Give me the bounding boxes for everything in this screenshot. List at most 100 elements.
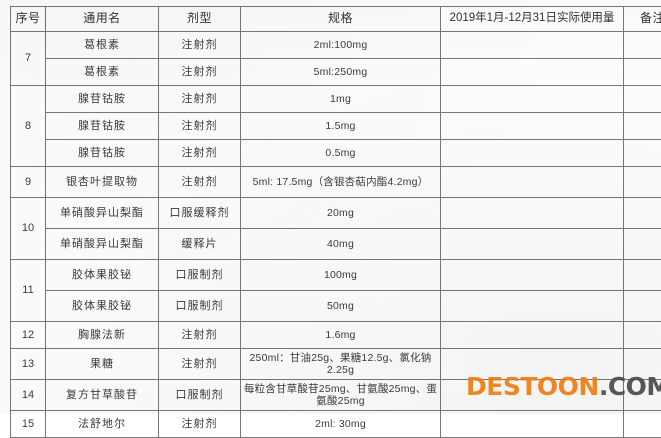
- dosage-form-value: 注射剂: [182, 358, 218, 371]
- column-header-specification: 规格: [241, 7, 441, 32]
- dosage-form-value: 注射剂: [182, 93, 218, 106]
- cell-specification: 50mg: [241, 291, 441, 322]
- cell-specification: 2ml: 30mg: [241, 411, 441, 438]
- cell-dosage-form: 注射剂: [159, 86, 241, 113]
- column-header-remark: 备注: [624, 7, 661, 32]
- cell-dosage-form: 注射剂: [159, 140, 241, 167]
- dosage-form-value: 注射剂: [182, 147, 218, 160]
- column-header-dosage-form-label: 剂型: [187, 12, 212, 26]
- cell-generic-name: 法舒地尔: [46, 411, 159, 438]
- cell-generic-name: 腺苷钴胺: [46, 86, 159, 113]
- cell-specification: 1mg: [241, 86, 441, 113]
- cell-sequence: 13: [11, 349, 46, 380]
- column-header-usage-amount: 2019年1月-12月31日实际使用量: [441, 7, 624, 32]
- cell-usage-amount: [441, 380, 624, 411]
- table-row: 单硝酸异山梨酯 缓释片 40mg: [11, 229, 661, 260]
- sequence-value: 11: [22, 284, 33, 297]
- cell-specification: 0.5mg: [241, 140, 441, 167]
- dosage-form-value: 注射剂: [182, 329, 218, 342]
- table-row: 胶体果胶铋 口服制剂 50mg: [11, 291, 661, 322]
- cell-dosage-form: 注射剂: [159, 113, 241, 140]
- cell-generic-name: 单硝酸异山梨酯: [46, 198, 159, 229]
- cell-generic-name: 单硝酸异山梨酯: [46, 229, 159, 260]
- dosage-form-value: 注射剂: [182, 66, 218, 79]
- cell-usage-amount: [441, 229, 624, 260]
- specification-value: 5ml:250mg: [314, 66, 368, 78]
- cell-specification: 5ml:250mg: [241, 59, 441, 86]
- generic-name-value: 复方甘草酸苷: [66, 389, 138, 402]
- cell-sequence: 9: [11, 167, 46, 198]
- cell-dosage-form: 注射剂: [159, 32, 241, 59]
- cell-dosage-form: 缓释片: [159, 229, 241, 260]
- specification-value: 1.5mg: [325, 120, 355, 132]
- specification-value: 100mg: [324, 269, 357, 281]
- column-header-generic-name-label: 通用名: [83, 12, 121, 26]
- cell-sequence: 12: [11, 322, 46, 349]
- table-header: 序号 通用名 剂型 规格 2019年1月-12月31日实际使用量 备注: [11, 7, 661, 32]
- cell-specification: 每粒含甘草酸苷25mg、甘氨酸25mg、蛋氨酸25mg: [241, 380, 441, 411]
- cell-usage-amount: [441, 140, 624, 167]
- cell-remark: [624, 229, 661, 260]
- cell-remark: [624, 198, 661, 229]
- cell-specification: 2ml:100mg: [241, 32, 441, 59]
- sequence-value: 10: [22, 222, 34, 235]
- specification-value: 40mg: [327, 238, 354, 250]
- specification-value: 2ml:100mg: [314, 39, 368, 51]
- cell-sequence: 15: [11, 411, 46, 438]
- cell-specification: 5ml: 17.5mg（含银杏萜内酯4.2mg）: [241, 167, 441, 198]
- dosage-form-value: 缓释片: [182, 238, 218, 251]
- dosage-form-value: 注射剂: [182, 120, 218, 133]
- cell-sequence: 8: [11, 86, 46, 167]
- cell-specification: 1.5mg: [241, 113, 441, 140]
- cell-generic-name: 腺苷钴胺: [46, 140, 159, 167]
- cell-dosage-form: 注射剂: [159, 167, 241, 198]
- sequence-value: 12: [22, 329, 34, 342]
- dosage-form-value: 口服制剂: [176, 300, 224, 313]
- specification-value: 250ml：甘油25g、果糖12.5g、氯化钠2.25g: [243, 352, 438, 376]
- sequence-value: 9: [25, 176, 31, 189]
- cell-usage-amount: [441, 198, 624, 229]
- cell-dosage-form: 口服制剂: [159, 380, 241, 411]
- cell-remark: [624, 32, 661, 59]
- cell-sequence: 10: [11, 198, 46, 260]
- cell-dosage-form: 注射剂: [159, 59, 241, 86]
- cell-generic-name: 银杏叶提取物: [46, 167, 159, 198]
- generic-name-value: 腺苷钴胺: [78, 93, 126, 106]
- cell-usage-amount: [441, 59, 624, 86]
- column-header-sequence-label: 序号: [15, 12, 40, 26]
- cell-specification: 250ml：甘油25g、果糖12.5g、氯化钠2.25g: [241, 349, 441, 380]
- sequence-value: 14: [22, 389, 34, 402]
- table-row: 14 复方甘草酸苷 口服制剂 每粒含甘草酸苷25mg、甘氨酸25mg、蛋氨酸25…: [11, 380, 661, 411]
- cell-generic-name: 葛根素: [46, 32, 159, 59]
- cell-usage-amount: [441, 86, 624, 113]
- specification-value: 20mg: [327, 207, 354, 219]
- table-row: 15 法舒地尔 注射剂 2ml: 30mg: [11, 411, 661, 438]
- table-header-row: 序号 通用名 剂型 规格 2019年1月-12月31日实际使用量 备注: [11, 7, 661, 32]
- generic-name-value: 胶体果胶铋: [72, 300, 132, 313]
- generic-name-value: 腺苷钴胺: [78, 147, 126, 160]
- cell-usage-amount: [441, 291, 624, 322]
- table-row: 8 腺苷钴胺 注射剂 1mg: [11, 86, 661, 113]
- cell-remark: [624, 322, 661, 349]
- cell-usage-amount: [441, 411, 624, 438]
- dosage-form-value: 口服制剂: [176, 269, 224, 282]
- cell-generic-name: 复方甘草酸苷: [46, 380, 159, 411]
- generic-name-value: 果糖: [90, 358, 114, 371]
- table-row: 腺苷钴胺 注射剂 0.5mg: [11, 140, 661, 167]
- cell-sequence: 7: [11, 32, 46, 86]
- cell-generic-name: 葛根素: [46, 59, 159, 86]
- column-header-specification-label: 规格: [328, 12, 353, 26]
- table-row: 13 果糖 注射剂 250ml：甘油25g、果糖12.5g、氯化钠2.25g: [11, 349, 661, 380]
- cell-usage-amount: [441, 322, 624, 349]
- table-row: 腺苷钴胺 注射剂 1.5mg: [11, 113, 661, 140]
- generic-name-value: 银杏叶提取物: [66, 176, 138, 189]
- table-row: 葛根素 注射剂 5ml:250mg: [11, 59, 661, 86]
- cell-remark: [624, 59, 661, 86]
- cell-specification: 1.6mg: [241, 322, 441, 349]
- cell-sequence: 11: [11, 260, 46, 322]
- specification-value: 每粒含甘草酸苷25mg、甘氨酸25mg、蛋氨酸25mg: [243, 383, 438, 407]
- generic-name-value: 单硝酸异山梨酯: [60, 207, 144, 220]
- column-header-generic-name: 通用名: [46, 7, 159, 32]
- cell-remark: [624, 349, 661, 380]
- specification-value: 0.5mg: [325, 147, 355, 159]
